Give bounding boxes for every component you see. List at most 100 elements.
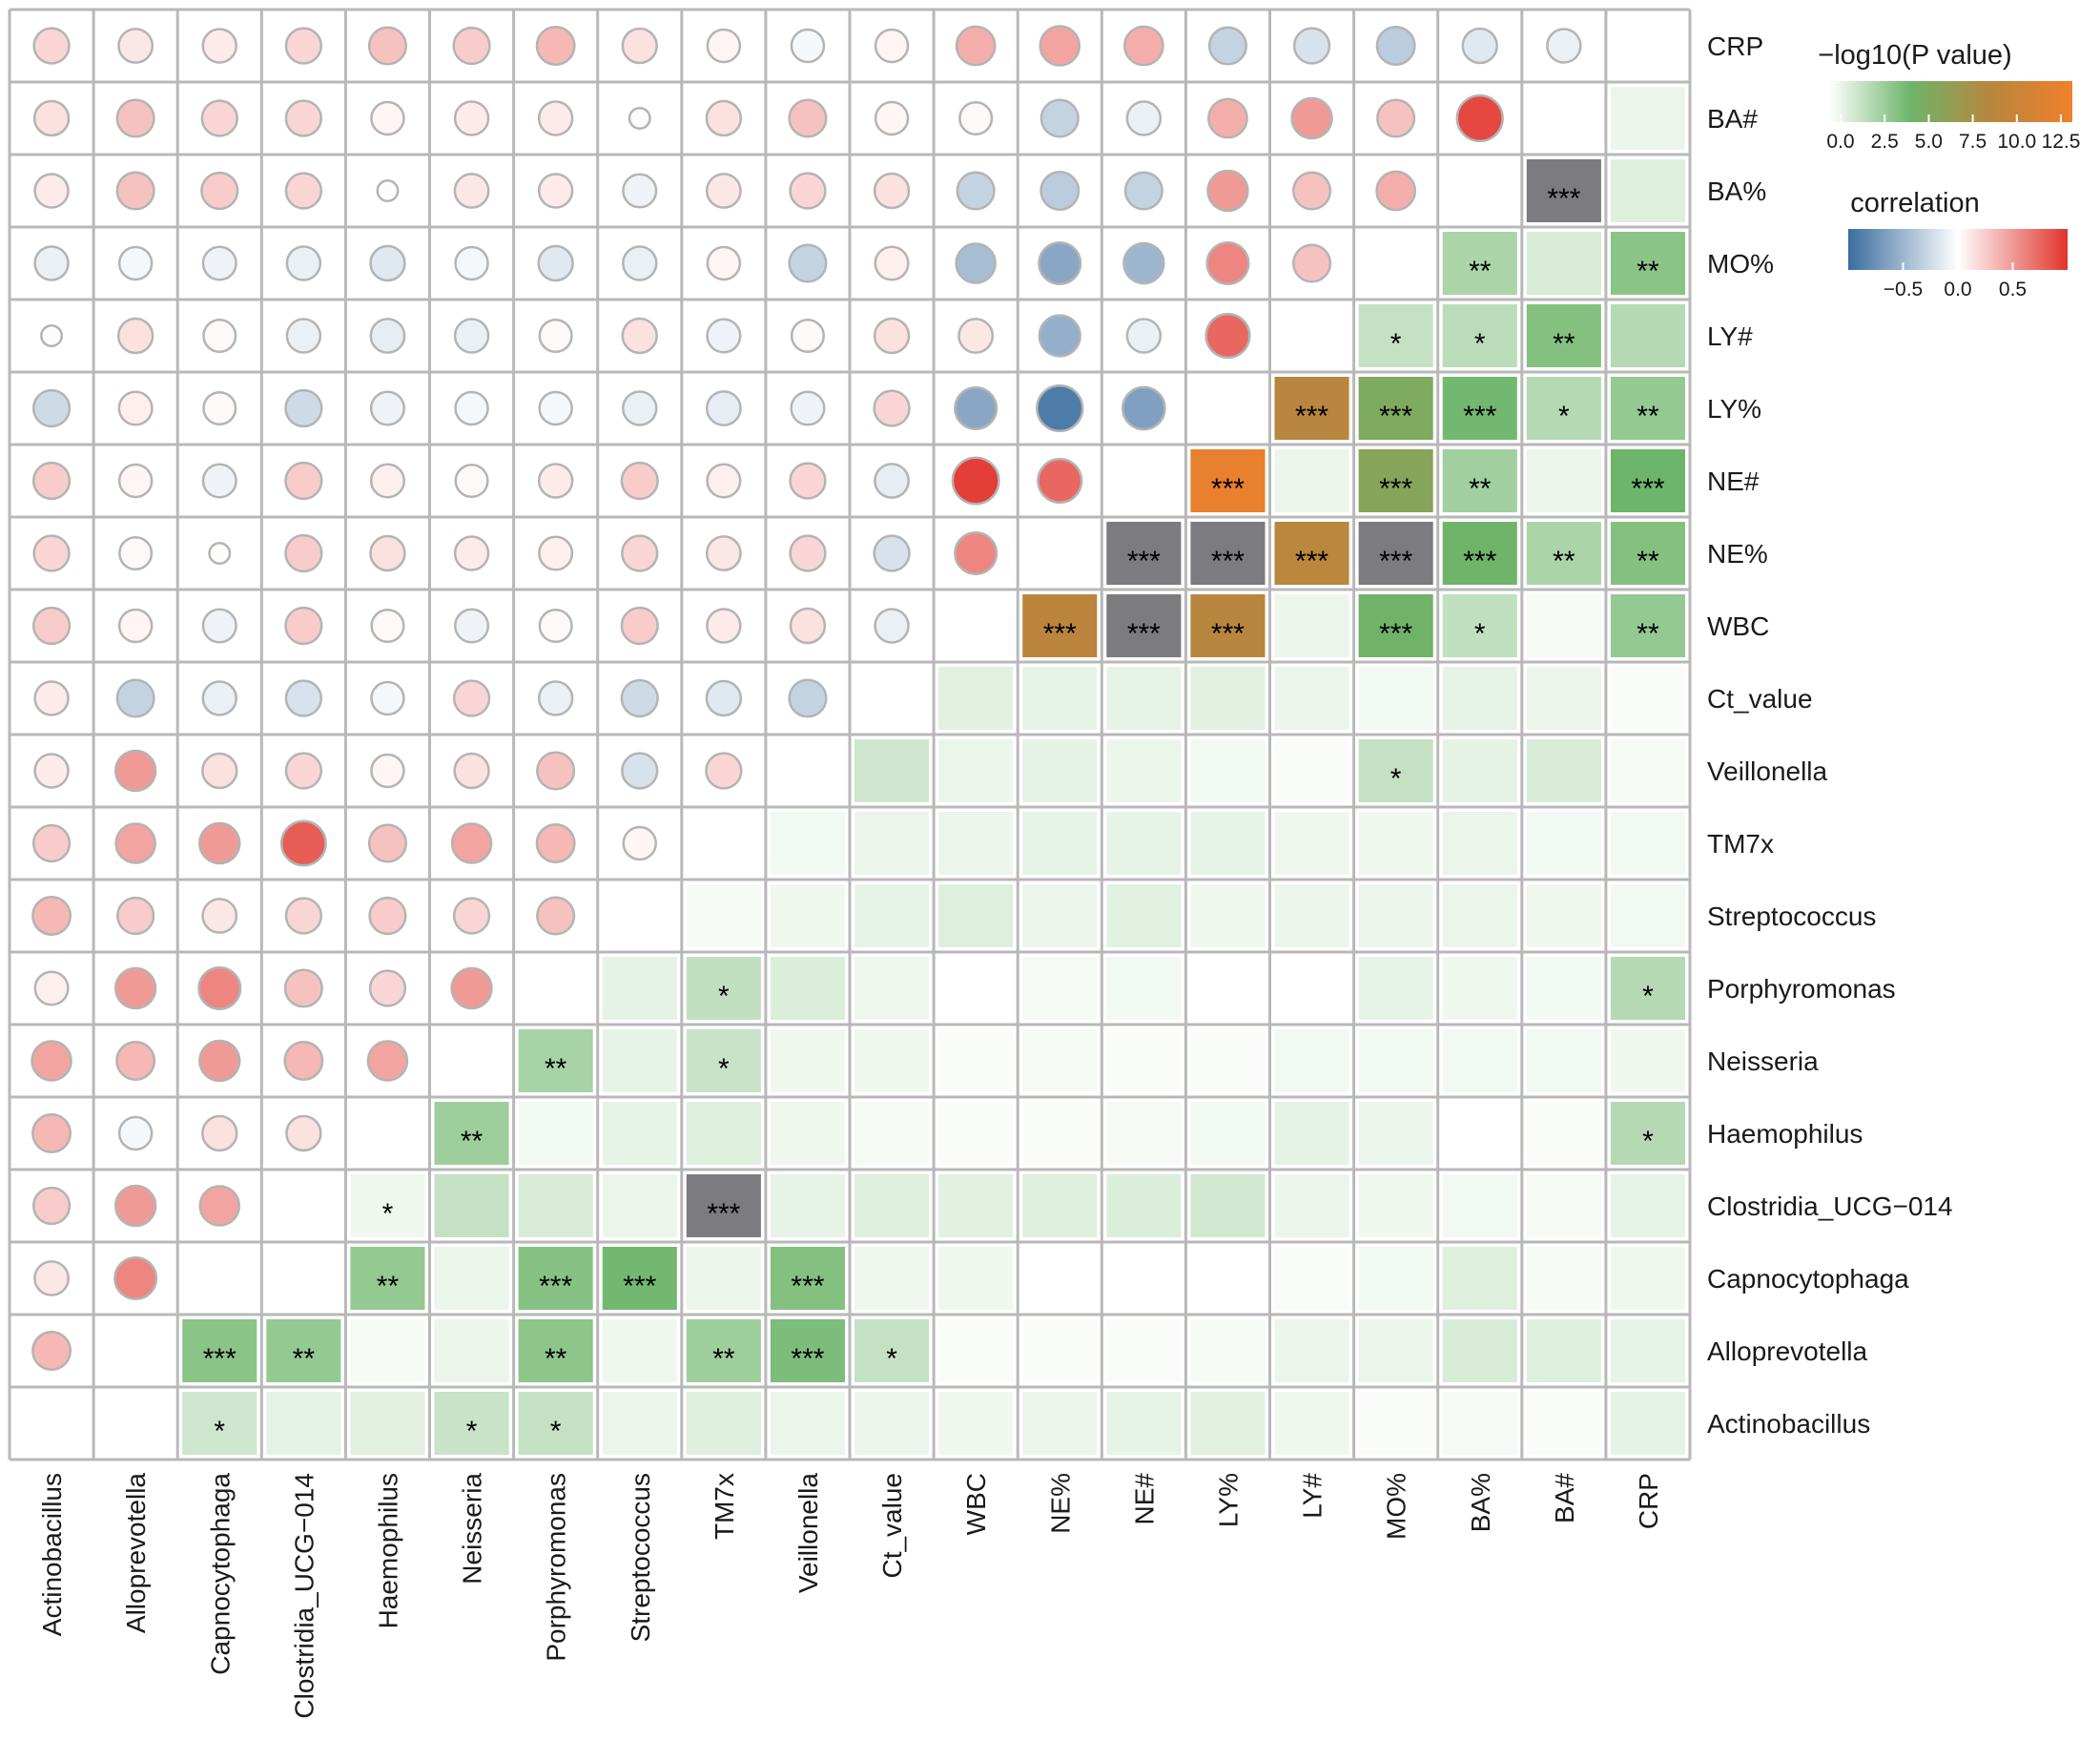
pvalue-tile [1358, 812, 1433, 875]
correlation-circle [1125, 100, 1163, 136]
pvalue-tile [518, 1247, 593, 1310]
pvalue-tile [854, 1319, 930, 1382]
pvalue-tile [938, 884, 1014, 947]
correlation-circle [706, 245, 742, 281]
correlation-circle [33, 173, 70, 209]
pvalue-tile [1610, 1247, 1685, 1310]
significance-stars: * [718, 1053, 730, 1085]
correlation-circle [118, 535, 154, 571]
pvalue-tile [1610, 957, 1685, 1020]
pvalue-tile [1358, 1102, 1433, 1165]
significance-stars: * [1642, 1126, 1654, 1157]
correlation-circle [954, 386, 999, 430]
pvalue-tile [770, 812, 845, 875]
correlation-circle [1207, 97, 1248, 139]
pvalue-tile [1274, 812, 1349, 875]
correlation-circle [454, 245, 489, 281]
correlation-circle [622, 825, 657, 861]
pvalue-tile [1022, 1319, 1098, 1382]
correlation-circle [284, 897, 323, 935]
correlation-circle [283, 1041, 324, 1081]
correlation-circle [31, 606, 72, 646]
correlation-circle [201, 608, 237, 644]
correlation-circle [1206, 169, 1249, 213]
pvalue-tile [1610, 87, 1685, 150]
correlation-circle [376, 178, 400, 203]
pvalue-tile [854, 1102, 930, 1165]
pvalue-tile [182, 1392, 257, 1455]
correlation-circle [1125, 318, 1163, 354]
correlation-circle [33, 245, 70, 281]
pvalue-tile [1442, 957, 1517, 1020]
row-label: BA# [1707, 104, 1758, 134]
correlation-circle [198, 1185, 241, 1227]
correlation-circle [370, 608, 405, 644]
pvalue-tile [1526, 1392, 1601, 1455]
correlation-circle [452, 26, 491, 66]
significance-stars: ** [545, 1343, 567, 1375]
pvalue-tile [1442, 377, 1517, 440]
correlation-circle [873, 389, 911, 427]
significance-stars: * [1474, 328, 1486, 360]
correlation-circle [789, 462, 827, 500]
correlation-circle [117, 608, 154, 644]
correlation-circle [115, 1041, 156, 1081]
pvalue-tile [1190, 1029, 1266, 1092]
correlation-circle [874, 245, 910, 281]
correlation-circle [621, 27, 658, 65]
significance-stars: * [214, 1416, 225, 1447]
pvalue-tile [1442, 594, 1517, 657]
legend-correlation-tick-label: 0.0 [1944, 279, 1971, 300]
correlation-circle [369, 318, 406, 354]
correlation-circle [705, 173, 742, 209]
pvalue-tile [434, 1247, 509, 1310]
correlation-circle [951, 456, 1000, 506]
pvalue-tile [938, 1102, 1014, 1165]
pvalue-tile [1358, 1247, 1433, 1310]
correlation-circle [620, 678, 659, 718]
column-label: Porphyromonas [542, 1473, 571, 1662]
pvalue-tile [686, 1174, 761, 1237]
pvalue-tile [434, 1174, 509, 1237]
correlation-circle [536, 751, 576, 791]
pvalue-tile [1610, 1029, 1685, 1092]
column-labels: Actinobacillus Alloprevotella Capnocytopha… [37, 1473, 1663, 1719]
correlation-circle [32, 99, 71, 137]
row-label: LY# [1707, 321, 1753, 351]
correlation-circle [789, 172, 827, 210]
pvalue-tile [1190, 1319, 1266, 1382]
legend-pvalue-title: −log10(P value) [1818, 40, 2011, 71]
correlation-circle [368, 896, 407, 936]
significance-stars: *** [707, 1198, 740, 1230]
pvalue-tile [1526, 957, 1601, 1020]
correlation-circle [706, 28, 742, 64]
pvalue-tile [1358, 739, 1433, 802]
significance-stars: * [1390, 763, 1402, 795]
correlation-circle [537, 463, 574, 499]
significance-stars: ** [1469, 256, 1492, 287]
pvalue-tile [1106, 739, 1182, 802]
significance-stars: *** [1295, 401, 1328, 432]
pvalue-tile [1610, 449, 1685, 512]
correlation-circle [535, 823, 576, 863]
correlation-circle [202, 318, 237, 354]
correlation-circle [453, 535, 490, 571]
row-label: Neisseria [1707, 1046, 1819, 1076]
pvalue-tile [1526, 739, 1601, 802]
pvalue-tile [1610, 1174, 1685, 1237]
correlation-circle [201, 245, 237, 281]
column-label: WBC [961, 1473, 991, 1535]
pvalue-tile [266, 1319, 341, 1382]
legend-pvalue-tick-label: 0.0 [1826, 131, 1854, 153]
legend-pvalue-tick-label: 10.0 [1997, 131, 2036, 153]
correlation-circle [117, 390, 154, 426]
correlation-circle [1292, 171, 1332, 211]
significance-stars: ** [712, 1343, 735, 1375]
pvalue-tile [770, 957, 845, 1020]
pvalue-tile [1610, 304, 1685, 367]
correlation-circle [1037, 457, 1083, 505]
correlation-circle [31, 461, 72, 501]
pvalue-tile [1190, 1174, 1266, 1237]
significance-stars: * [1558, 401, 1570, 432]
significance-stars: *** [791, 1271, 824, 1302]
